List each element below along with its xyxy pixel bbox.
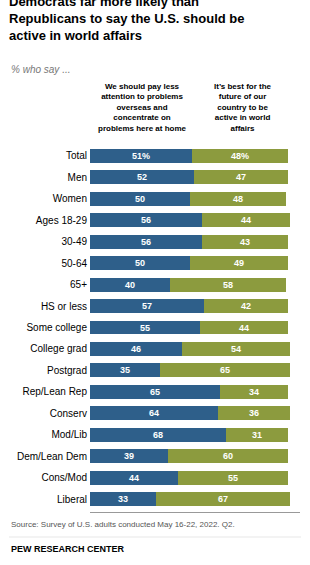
- svg-text:65: 65: [150, 387, 160, 397]
- svg-text:65+: 65+: [70, 279, 87, 290]
- svg-text:43: 43: [240, 237, 250, 247]
- svg-text:Democrats far more likely than: Democrats far more likely thanRepublican…: [9, 0, 245, 43]
- svg-text:39: 39: [124, 451, 134, 461]
- svg-text:47: 47: [236, 172, 246, 182]
- svg-text:57: 57: [142, 301, 152, 311]
- svg-text:68: 68: [153, 430, 163, 440]
- svg-text:52: 52: [137, 172, 147, 182]
- svg-text:42: 42: [241, 301, 251, 311]
- svg-text:Some college: Some college: [26, 322, 87, 333]
- svg-text:36: 36: [249, 408, 259, 418]
- svg-text:HS or less: HS or less: [41, 301, 87, 312]
- svg-text:31: 31: [252, 430, 262, 440]
- svg-text:35: 35: [120, 365, 130, 375]
- svg-text:65: 65: [220, 365, 230, 375]
- svg-text:30-49: 30-49: [61, 236, 87, 247]
- svg-text:Liberal: Liberal: [57, 494, 87, 505]
- svg-text:40: 40: [125, 280, 135, 290]
- svg-text:50: 50: [135, 258, 145, 268]
- svg-text:34: 34: [249, 387, 259, 397]
- svg-text:54: 54: [231, 344, 241, 354]
- svg-text:60: 60: [223, 451, 233, 461]
- svg-text:48%: 48%: [231, 151, 249, 161]
- svg-text:Total: Total: [66, 150, 87, 161]
- svg-text:46: 46: [131, 344, 141, 354]
- svg-text:We should pay lessattention to: We should pay lessattention to problemso…: [98, 82, 187, 133]
- svg-text:It’s best for thefuture of our: It’s best for thefuture of ourcountry to…: [214, 82, 272, 133]
- svg-text:64: 64: [149, 408, 159, 418]
- svg-text:58: 58: [223, 280, 233, 290]
- svg-text:Rep/Lean Rep: Rep/Lean Rep: [23, 386, 88, 397]
- svg-text:56: 56: [141, 237, 151, 247]
- svg-text:44: 44: [129, 473, 139, 483]
- svg-text:PEW RESEARCH CENTER: PEW RESEARCH CENTER: [11, 544, 125, 554]
- svg-text:Source: Survey of U.S. adults: Source: Survey of U.S. adults conducted …: [11, 520, 235, 529]
- svg-text:50-64: 50-64: [61, 258, 87, 269]
- svg-text:% who say ...: % who say ...: [11, 64, 70, 75]
- svg-text:67: 67: [218, 494, 228, 504]
- svg-text:56: 56: [141, 215, 151, 225]
- svg-text:55: 55: [228, 473, 238, 483]
- svg-text:Ages 18-29: Ages 18-29: [36, 215, 88, 226]
- svg-text:44: 44: [239, 323, 249, 333]
- svg-text:50: 50: [135, 194, 145, 204]
- svg-text:48: 48: [233, 194, 243, 204]
- svg-text:Men: Men: [68, 172, 87, 183]
- svg-text:Postgrad: Postgrad: [47, 365, 87, 376]
- svg-text:Dem/Lean Dem: Dem/Lean Dem: [17, 451, 87, 462]
- svg-text:33: 33: [118, 494, 128, 504]
- svg-text:Mod/Lib: Mod/Lib: [51, 429, 87, 440]
- svg-text:College grad: College grad: [30, 343, 87, 354]
- svg-text:55: 55: [140, 323, 150, 333]
- svg-text:49: 49: [234, 258, 244, 268]
- svg-text:Women: Women: [53, 193, 87, 204]
- svg-text:Cons/Mod: Cons/Mod: [41, 472, 87, 483]
- svg-text:51%: 51%: [132, 151, 150, 161]
- svg-text:Conserv: Conserv: [50, 408, 87, 419]
- svg-text:44: 44: [241, 215, 251, 225]
